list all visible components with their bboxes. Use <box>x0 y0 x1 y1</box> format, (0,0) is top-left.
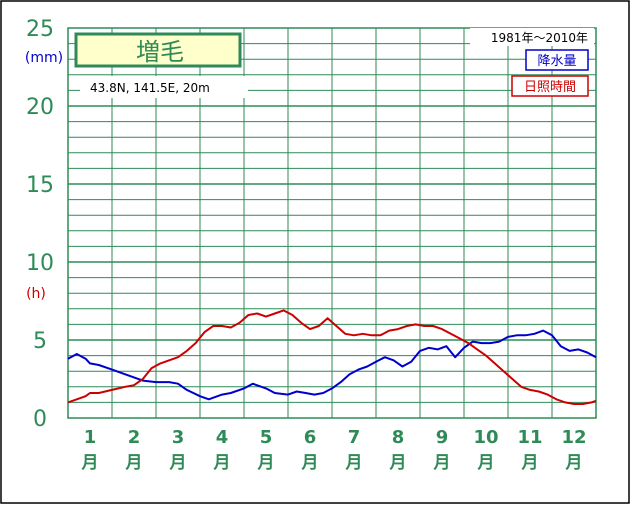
x-tick-month-number: 4 <box>216 427 229 448</box>
legend-box <box>525 49 589 71</box>
y-unit-precip: (mm) <box>25 50 63 66</box>
x-axis-ticks: 1 月 2 月 3 月 4 月 5 月 6 月 7 月 8 月 9 月 10 月 11 月 12 月 <box>81 427 587 473</box>
y-axis-ticks: 0 5 10 15 20 25 <box>26 17 54 432</box>
x-tick-month-suffix: 月 <box>301 453 319 473</box>
title-box <box>74 32 242 68</box>
y-tick-label: 20 <box>26 95 54 120</box>
x-tick-month-number: 2 <box>128 427 141 448</box>
x-tick-month-number: 5 <box>260 427 273 448</box>
x-tick-month-suffix: 月 <box>169 453 187 473</box>
x-tick-month-number: 12 <box>561 427 586 448</box>
series-lines <box>67 309 597 405</box>
grid-lines <box>68 28 596 418</box>
y-tick-label: 5 <box>33 329 47 354</box>
x-tick-month-suffix: 月 <box>565 453 583 473</box>
x-tick-month-suffix: 月 <box>81 453 99 473</box>
y-tick-label: 25 <box>26 17 54 42</box>
legend-box <box>511 75 589 97</box>
x-tick-month-number: 9 <box>436 427 449 448</box>
x-tick-month-number: 11 <box>517 427 542 448</box>
x-tick-month-number: 7 <box>348 427 361 448</box>
y-tick-label: 15 <box>26 173 54 198</box>
chart-title: 増毛 <box>136 38 184 66</box>
x-tick-month-number: 3 <box>172 427 185 448</box>
location-label: 43.8N, 141.5E, 20m <box>90 81 210 95</box>
period-label: 1981年〜2010年 <box>491 31 588 45</box>
x-tick-month-number: 1 <box>84 427 97 448</box>
legend-label: 日照時間 <box>524 80 576 95</box>
x-tick-month-number: 10 <box>473 427 498 448</box>
x-tick-month-suffix: 月 <box>521 453 539 473</box>
x-tick-month-suffix: 月 <box>433 453 451 473</box>
x-tick-month-number: 6 <box>304 427 317 448</box>
x-tick-month-suffix: 月 <box>389 453 407 473</box>
y-tick-label: 0 <box>33 407 47 432</box>
x-tick-month-suffix: 月 <box>257 453 275 473</box>
x-tick-month-number: 8 <box>392 427 405 448</box>
y-tick-label: 10 <box>26 251 54 276</box>
x-tick-month-suffix: 月 <box>477 453 495 473</box>
precip-line <box>67 329 597 401</box>
x-tick-month-suffix: 月 <box>125 453 143 473</box>
x-tick-month-suffix: 月 <box>345 453 363 473</box>
y-unit-sunshine: (h) <box>26 286 46 302</box>
legend-label: 降水量 <box>537 54 576 69</box>
sunshine-line <box>67 309 597 405</box>
x-tick-month-suffix: 月 <box>213 453 231 473</box>
period-label-bg <box>470 28 594 46</box>
location-label-bg <box>80 76 248 98</box>
